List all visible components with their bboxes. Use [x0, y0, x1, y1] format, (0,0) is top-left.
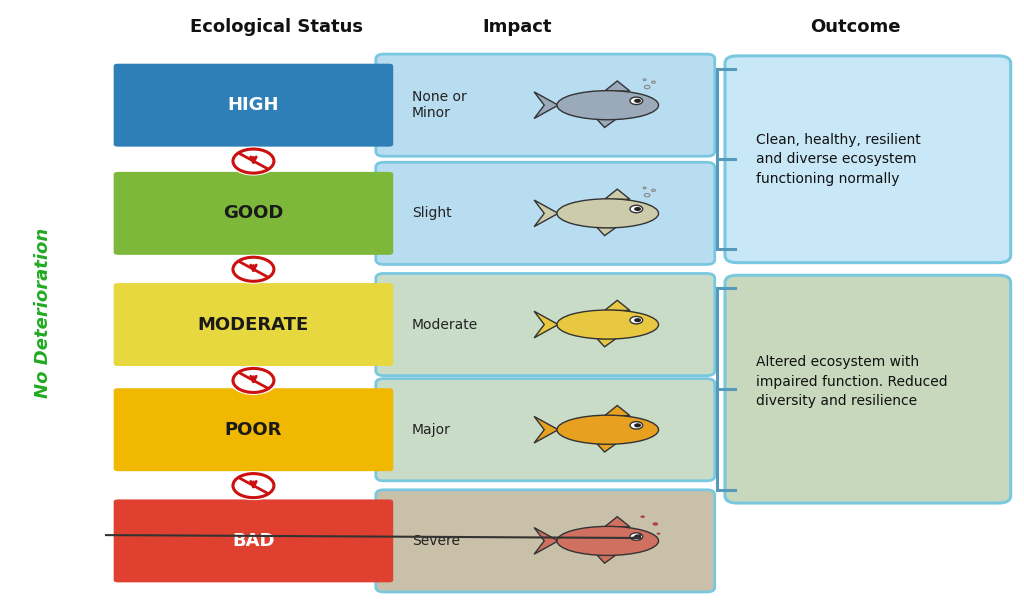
Polygon shape — [597, 338, 616, 347]
Text: Clean, healthy, resilient
and diverse ecosystem
functioning normally: Clean, healthy, resilient and diverse ec… — [756, 133, 921, 186]
Text: Ecological Status: Ecological Status — [190, 18, 362, 36]
FancyBboxPatch shape — [376, 379, 715, 481]
Text: Severe: Severe — [412, 534, 460, 548]
Circle shape — [630, 97, 643, 105]
Polygon shape — [535, 92, 558, 118]
Text: Impact: Impact — [482, 18, 552, 36]
Text: No Deterioration: No Deterioration — [34, 227, 52, 398]
FancyBboxPatch shape — [376, 273, 715, 376]
Polygon shape — [535, 416, 558, 443]
Polygon shape — [604, 189, 630, 200]
Text: HIGH: HIGH — [227, 96, 280, 114]
FancyBboxPatch shape — [114, 499, 393, 582]
Circle shape — [634, 99, 641, 103]
Circle shape — [630, 533, 643, 540]
Text: Moderate: Moderate — [412, 317, 478, 332]
Circle shape — [229, 472, 276, 499]
FancyBboxPatch shape — [376, 490, 715, 592]
FancyBboxPatch shape — [725, 275, 1011, 503]
Circle shape — [634, 534, 641, 538]
Polygon shape — [604, 300, 630, 311]
Polygon shape — [597, 227, 616, 236]
Circle shape — [630, 317, 643, 324]
Circle shape — [630, 422, 643, 429]
FancyBboxPatch shape — [114, 64, 393, 147]
Text: MODERATE: MODERATE — [198, 316, 309, 334]
FancyBboxPatch shape — [376, 54, 715, 156]
Polygon shape — [597, 444, 616, 452]
Ellipse shape — [557, 526, 658, 555]
Circle shape — [652, 522, 658, 526]
Text: GOOD: GOOD — [223, 204, 284, 222]
Circle shape — [640, 516, 645, 518]
FancyBboxPatch shape — [114, 388, 393, 471]
Circle shape — [634, 423, 641, 427]
Polygon shape — [604, 81, 630, 91]
Circle shape — [634, 207, 641, 211]
FancyBboxPatch shape — [376, 162, 715, 264]
Polygon shape — [535, 200, 558, 227]
Text: BAD: BAD — [232, 532, 274, 550]
Polygon shape — [597, 119, 616, 127]
Circle shape — [630, 206, 643, 213]
Polygon shape — [535, 528, 558, 554]
Text: Slight: Slight — [412, 206, 452, 221]
Text: Outcome: Outcome — [810, 18, 900, 36]
Polygon shape — [597, 555, 616, 563]
Text: Major: Major — [412, 423, 451, 437]
FancyBboxPatch shape — [114, 283, 393, 366]
Circle shape — [229, 147, 276, 175]
Circle shape — [229, 255, 276, 283]
Ellipse shape — [557, 91, 658, 120]
Text: POOR: POOR — [224, 421, 283, 439]
Polygon shape — [604, 406, 630, 416]
Text: Altered ecosystem with
impaired function. Reduced
diversity and resilience: Altered ecosystem with impaired function… — [756, 355, 947, 408]
FancyBboxPatch shape — [114, 172, 393, 255]
Ellipse shape — [557, 199, 658, 228]
Circle shape — [229, 367, 276, 394]
Ellipse shape — [557, 310, 658, 339]
Circle shape — [656, 532, 660, 535]
Circle shape — [634, 318, 641, 322]
Polygon shape — [535, 311, 558, 338]
Ellipse shape — [557, 415, 658, 444]
Polygon shape — [604, 517, 630, 527]
Text: None or
Minor: None or Minor — [412, 90, 466, 120]
FancyBboxPatch shape — [725, 56, 1011, 263]
